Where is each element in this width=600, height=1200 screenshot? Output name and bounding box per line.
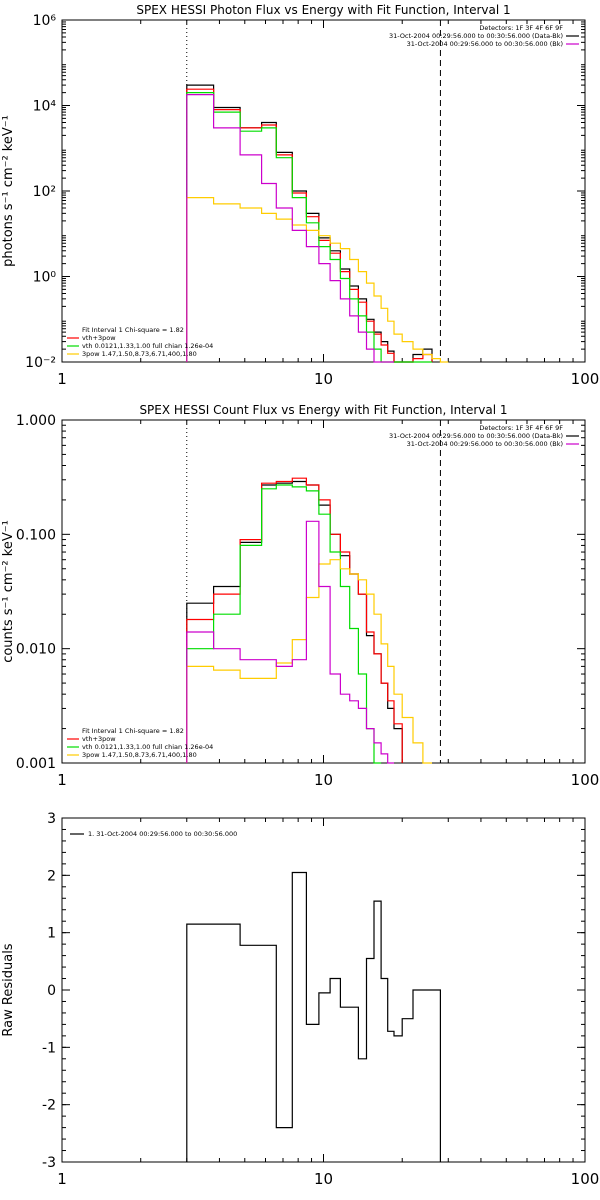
series-data-bk [186, 84, 433, 363]
series-3pow [186, 197, 449, 363]
legend-text: 31-Oct-2004 00:29:56.000 to 00:30:56.000… [407, 440, 563, 448]
y-tick-label: 1 [47, 926, 56, 942]
y-tick-label: 3 [47, 811, 56, 827]
x-tick-label: 100 [571, 370, 600, 388]
legend-text: vth+3pow [82, 334, 116, 342]
series-bk [186, 94, 394, 363]
series-data-bk [186, 480, 403, 763]
chart-title: SPEX HESSI Photon Flux vs Energy with Fi… [136, 3, 510, 17]
x-tick-label: 10 [314, 771, 333, 789]
legend-text: 31-Oct-2004 00:29:56.000 to 00:30:56.000… [389, 432, 563, 440]
y-tick-label: 10² [33, 184, 56, 200]
legend-text: Fit Interval 1 Chi-square = 1.82 [82, 326, 184, 334]
y-tick-label: 10⁴ [33, 99, 57, 115]
series-bk [186, 520, 394, 764]
plot-frame [61, 419, 586, 764]
legend-text: Detectors: 1F 3F 4F 6F 9F [479, 24, 563, 32]
series-vth [186, 92, 432, 363]
y-tick-label: 10⁰ [33, 270, 57, 286]
y-tick-label: 0.100 [16, 527, 56, 543]
y-tick-label: 0.001 [16, 756, 56, 772]
legend-text: Fit Interval 1 Chi-square = 1.82 [82, 727, 184, 735]
x-tick-label: 10 [314, 1170, 333, 1188]
plot-frame [61, 19, 586, 363]
y-tick-label: 0.010 [16, 642, 56, 658]
photon-flux-panel: SPEX HESSI Photon Flux vs Energy with Fi… [1, 3, 599, 388]
series-residuals [186, 871, 441, 1162]
residuals-panel: Raw Residuals 1 10 100 -3 -2 -1 0 1 2 3 1. 31-Oct-2… [1, 811, 599, 1188]
x-tick-label: 100 [571, 1170, 600, 1188]
count-flux-panel: SPEX HESSI Count Flux vs Energy with Fit… [1, 403, 599, 789]
y-axis-label: Raw Residuals [1, 943, 16, 1036]
y-tick-label: 10⁻² [25, 355, 56, 371]
y-tick-label: 2 [47, 868, 56, 884]
series-vth-3pow [186, 88, 433, 363]
y-tick-label: -3 [42, 1155, 56, 1171]
y-tick-label: 10⁶ [33, 13, 57, 29]
series-vth [186, 484, 382, 764]
y-axis-label: photons s⁻¹ cm⁻² keV⁻¹ [1, 115, 16, 267]
y-tick-label: -1 [42, 1040, 56, 1056]
y-tick-label: 0 [47, 983, 56, 999]
legend-text: 31-Oct-2004 00:29:56.000 to 00:30:56.000… [407, 40, 563, 48]
legend-text: vth 0.0121,1.33,1.00 full chian 1.26e-04 [82, 743, 213, 751]
y-tick-label: 1.000 [16, 413, 56, 429]
x-tick-label: 100 [571, 771, 600, 789]
x-tick-label: 10 [314, 370, 333, 388]
legend-text: 31-Oct-2004 00:29:56.000 to 00:30:56.000… [389, 32, 563, 40]
plot-frame [61, 817, 586, 1163]
legend-text: vth 0.0121,1.33,1.00 full chian 1.26e-04 [82, 342, 213, 350]
y-axis-label: counts s⁻¹ cm⁻² keV⁻¹ [1, 520, 16, 663]
legend-text: Detectors: 1F 3F 4F 6F 9F [479, 424, 563, 432]
x-tick-label: 1 [57, 771, 67, 789]
legend-text: vth+3pow [82, 735, 116, 743]
series-3pow [186, 559, 432, 764]
legend-text: 3pow 1.47,1.50,8.73,6.71,400,1.80 [82, 751, 197, 759]
y-tick-label: -2 [42, 1098, 56, 1114]
x-tick-label: 1 [57, 370, 67, 388]
legend-text: 1. 31-Oct-2004 00:29:56.000 to 00:30:56.… [88, 830, 237, 838]
legend-text: 3pow 1.47,1.50,8.73,6.71,400,1.80 [82, 350, 197, 358]
series-vth-3pow [186, 477, 403, 763]
chart-title: SPEX HESSI Count Flux vs Energy with Fit… [139, 403, 507, 417]
x-tick-label: 1 [57, 1170, 67, 1188]
